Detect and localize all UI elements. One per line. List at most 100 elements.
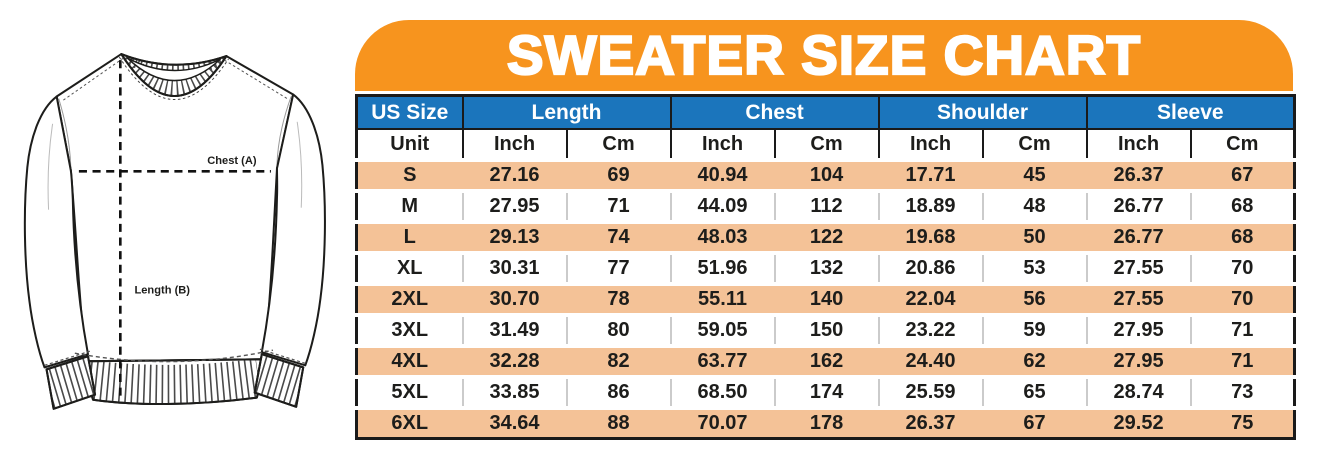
size-label-cell: 6XL	[356, 406, 463, 439]
size-value-cell: 26.37	[878, 406, 983, 439]
size-value-cell: 150	[773, 313, 879, 346]
size-label-cell: 4XL	[356, 344, 463, 377]
sweater-sleeves	[23, 93, 326, 369]
size-value-cell: 71	[565, 189, 671, 222]
size-value-cell: 62	[982, 344, 1087, 377]
size-value-cell: 53	[981, 251, 1087, 284]
size-value-cell: 112	[773, 189, 879, 222]
size-value-cell: 29.13	[462, 220, 567, 253]
unit-cell: Cm	[981, 128, 1088, 161]
size-value-cell: 68.50	[669, 375, 775, 408]
size-label-cell: M	[356, 189, 463, 222]
sweater-body	[55, 53, 295, 363]
size-value-cell: 26.37	[1086, 158, 1191, 191]
size-value-cell: 77	[565, 251, 671, 284]
size-value-cell: 45	[982, 158, 1087, 191]
size-label-cell: XL	[356, 251, 463, 284]
unit-row: Unit Inch Cm Inch Cm Inch Cm Inch Cm	[355, 128, 1296, 161]
size-row: XL 30.31 77 51.96 132 20.86 53 27.55 70	[356, 251, 1295, 284]
size-value-cell: 162	[774, 344, 879, 377]
size-label-cell: 5XL	[356, 375, 463, 408]
size-value-cell: 82	[566, 344, 671, 377]
size-value-cell: 48	[981, 189, 1087, 222]
size-value-cell: 59.05	[669, 313, 775, 346]
size-value-cell: 69	[566, 158, 671, 191]
sweater-seam-stitches	[44, 57, 306, 366]
column-group-length: Length	[461, 94, 672, 130]
unit-cell: Inch	[669, 128, 776, 161]
sweater-cuffs	[45, 353, 305, 410]
unit-cell: Inch	[461, 128, 568, 161]
size-value-cell: 44.09	[669, 189, 775, 222]
column-group-chest: Chest	[669, 94, 880, 130]
size-value-cell: 27.95	[1086, 344, 1191, 377]
size-value-cell: 86	[565, 375, 671, 408]
length-measurement-label: Length (B)	[134, 285, 190, 297]
size-row: 4XL 32.28 82 63.77 162 24.40 62 27.95 71	[356, 344, 1295, 377]
unit-cell: Unit	[355, 128, 464, 161]
size-value-cell: 70	[1190, 282, 1295, 315]
sweater-hem	[84, 358, 265, 406]
measurement-guides: Chest (A) Length (B)	[78, 60, 271, 399]
size-value-cell: 80	[565, 313, 671, 346]
size-value-cell: 63.77	[670, 344, 775, 377]
column-group-shoulder: Shoulder	[877, 94, 1088, 130]
size-value-cell: 27.95	[1085, 313, 1191, 346]
size-value-cell: 70.07	[670, 406, 775, 439]
size-value-cell: 68	[1190, 220, 1295, 253]
size-value-cell: 22.04	[878, 282, 983, 315]
size-value-cell: 88	[566, 406, 671, 439]
chart-panel: SWEATER SIZE CHART US Size Length Chest …	[355, 0, 1297, 440]
size-value-cell: 34.64	[462, 406, 567, 439]
size-value-cell: 51.96	[669, 251, 775, 284]
size-value-cell: 48.03	[670, 220, 775, 253]
size-value-cell: 25.59	[877, 375, 983, 408]
size-value-cell: 122	[774, 220, 879, 253]
size-value-cell: 28.74	[1085, 375, 1191, 408]
size-row: 3XL 31.49 80 59.05 150 23.22 59 27.95 71	[356, 313, 1295, 346]
size-value-cell: 71	[1190, 344, 1295, 377]
size-value-cell: 27.16	[462, 158, 567, 191]
size-value-cell: 140	[774, 282, 879, 315]
column-group-sleeve: Sleeve	[1085, 94, 1296, 130]
size-value-cell: 24.40	[878, 344, 983, 377]
size-table-body: S 27.16 69 40.94 104 17.71 45 26.37 67 M…	[356, 158, 1295, 439]
unit-cell: Cm	[1189, 128, 1296, 161]
size-value-cell: 27.55	[1086, 282, 1191, 315]
chest-measurement-label: Chest (A)	[207, 155, 257, 167]
size-table: US Size Length Chest Shoulder Sleeve Uni…	[355, 94, 1297, 440]
size-value-cell: 32.28	[462, 344, 567, 377]
size-value-cell: 31.49	[461, 313, 567, 346]
size-value-cell: 78	[566, 282, 671, 315]
unit-cell: Inch	[1085, 128, 1192, 161]
size-label-cell: 3XL	[356, 313, 463, 346]
size-value-cell: 132	[773, 251, 879, 284]
unit-cell: Cm	[773, 128, 880, 161]
size-value-cell: 30.31	[461, 251, 567, 284]
size-value-cell: 50	[982, 220, 1087, 253]
size-row: 2XL 30.70 78 55.11 140 22.04 56 27.55 70	[356, 282, 1295, 315]
size-label-cell: L	[356, 220, 463, 253]
size-value-cell: 68	[1189, 189, 1295, 222]
size-row: M 27.95 71 44.09 112 18.89 48 26.77 68	[356, 189, 1295, 222]
size-row: L 29.13 74 48.03 122 19.68 50 26.77 68	[356, 220, 1295, 253]
sweater-collar	[118, 53, 229, 100]
size-value-cell: 27.55	[1085, 251, 1191, 284]
size-value-cell: 26.77	[1086, 220, 1191, 253]
size-value-cell: 18.89	[877, 189, 983, 222]
column-group-us-size: US Size	[355, 94, 464, 130]
size-value-cell: 26.77	[1085, 189, 1191, 222]
size-value-cell: 23.22	[877, 313, 983, 346]
size-value-cell: 20.86	[877, 251, 983, 284]
size-value-cell: 71	[1189, 313, 1295, 346]
size-value-cell: 33.85	[461, 375, 567, 408]
size-label-cell: 2XL	[356, 282, 463, 315]
size-value-cell: 73	[1189, 375, 1295, 408]
title-banner: SWEATER SIZE CHART	[355, 20, 1293, 91]
unit-cell: Cm	[565, 128, 672, 161]
size-value-cell: 59	[981, 313, 1087, 346]
size-label-cell: S	[356, 158, 463, 191]
size-value-cell: 55.11	[670, 282, 775, 315]
size-value-cell: 178	[774, 406, 879, 439]
